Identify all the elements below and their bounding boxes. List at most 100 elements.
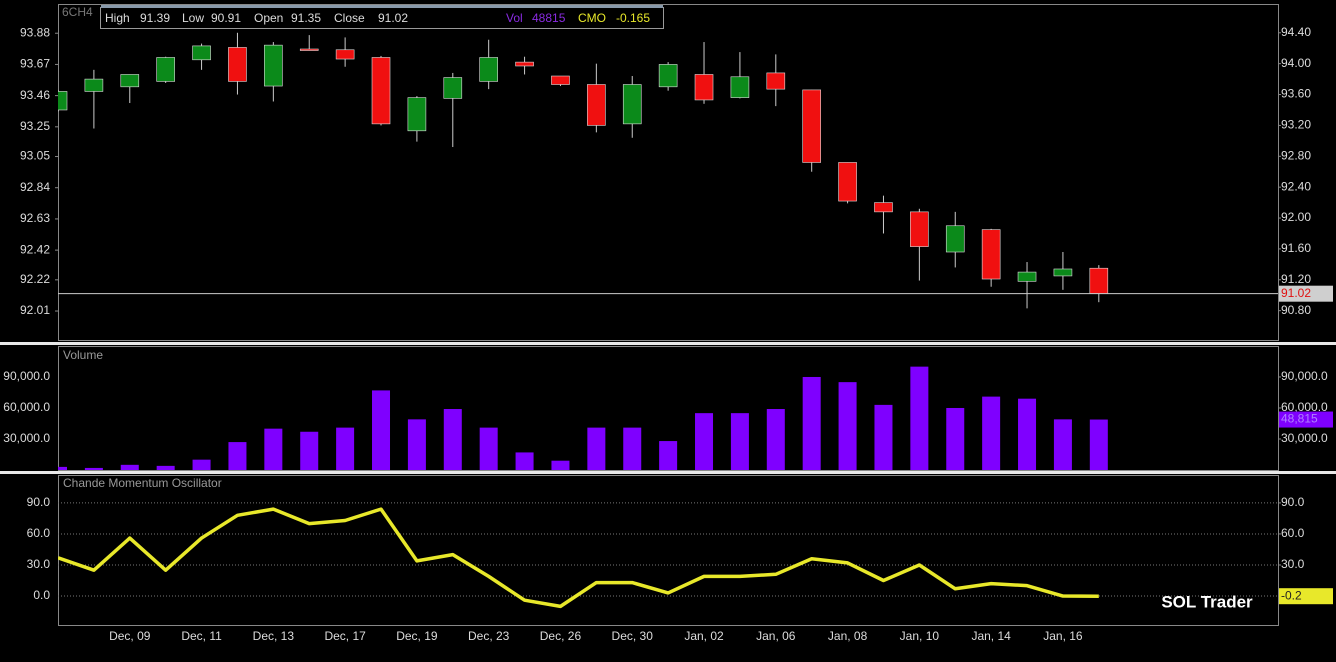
candle-body — [443, 77, 463, 99]
y2-tick-label: 92.22 — [20, 272, 50, 286]
candle-body — [84, 78, 104, 92]
candle-body — [587, 84, 606, 126]
y2-tick-label: 93.25 — [20, 119, 50, 133]
y-tick-label: 60.0 — [27, 526, 51, 540]
volume-bar — [515, 452, 534, 470]
volume-bar — [802, 376, 821, 470]
candle-body — [802, 89, 821, 163]
y-tick-label: 30,000.0 — [3, 431, 50, 445]
volume-bar — [982, 396, 1001, 470]
volume-bar — [1089, 419, 1108, 470]
separator — [0, 342, 1336, 345]
x-tick-label: Jan, 14 — [971, 629, 1011, 643]
x-tick-label: Dec, 11 — [181, 629, 222, 643]
candle-body — [766, 72, 786, 90]
candle-body — [156, 57, 175, 82]
volume-bar — [946, 407, 965, 470]
y-tick-label: 94.00 — [1281, 56, 1311, 70]
volume-bar — [120, 464, 139, 470]
header-label: Close — [334, 11, 365, 25]
volume-bar — [372, 390, 391, 470]
volume-bar — [443, 409, 462, 470]
volume-bar — [910, 366, 929, 470]
value-tag — [1279, 411, 1333, 428]
y2-tick-label: 93.05 — [20, 149, 50, 163]
header-value: -0.165 — [616, 11, 650, 25]
price-tag — [1279, 285, 1333, 302]
x-tick-label: Dec, 13 — [253, 629, 295, 643]
candle-body — [407, 97, 427, 132]
y2-tick-label: 92.63 — [20, 211, 50, 225]
symbol: 6CH4 — [62, 5, 93, 19]
price-tag-label: 91.02 — [1281, 286, 1311, 300]
volume-bar — [766, 409, 785, 470]
volume-bar — [587, 427, 606, 470]
volume-bar — [623, 427, 642, 470]
x-tick-label: Jan, 06 — [756, 629, 796, 643]
candle-body — [515, 61, 534, 67]
header-label: High — [105, 11, 130, 25]
y-tick-label: 92.80 — [1281, 148, 1311, 162]
candle-body — [838, 162, 857, 202]
y-tick-label: 30,000.0 — [1281, 431, 1328, 445]
y2-tick-label: 92.84 — [20, 180, 50, 194]
x-tick-label: Dec, 17 — [324, 629, 366, 643]
volume-bar — [695, 413, 714, 470]
x-tick-label: Dec, 19 — [396, 629, 438, 643]
panel-title: Volume — [63, 348, 103, 362]
volume-panel — [58, 346, 1279, 471]
x-tick-label: Jan, 10 — [900, 629, 940, 643]
cmo-line — [58, 507, 1099, 609]
candle-body — [192, 45, 211, 61]
y-tick-label: 91.20 — [1281, 272, 1311, 286]
header-label: CMO — [578, 11, 606, 25]
x-tick-label: Dec, 23 — [468, 629, 510, 643]
volume-plot — [58, 366, 1108, 470]
candle-body — [910, 211, 929, 247]
volume-bar — [300, 431, 319, 470]
volume-bar — [228, 442, 247, 470]
y-tick-label: 60,000.0 — [1281, 400, 1328, 414]
y-tick-label: 90,000.0 — [1281, 369, 1328, 383]
cmo-plot — [58, 502, 1278, 609]
separator — [0, 471, 1336, 474]
y-tick-label: 91.60 — [1281, 241, 1311, 255]
x-tick-label: Dec, 26 — [540, 629, 582, 643]
volume-bar — [264, 428, 283, 470]
price-panel — [58, 4, 1279, 341]
candle-body — [120, 74, 140, 88]
header-label: Vol — [506, 11, 523, 25]
candle-body — [228, 47, 247, 82]
candle-body — [874, 202, 893, 213]
y-tick-label: 90.0 — [27, 495, 51, 509]
volume-bar — [838, 382, 857, 470]
value-tag-label: 48,815 — [1281, 412, 1318, 426]
y-tick-label: 60.0 — [1281, 526, 1305, 540]
value-tag — [1279, 588, 1333, 605]
candle-body — [730, 76, 750, 98]
volume-bar — [336, 427, 355, 470]
candle-body — [264, 44, 283, 87]
cmo-panel — [58, 475, 1279, 626]
volume-bar — [84, 467, 103, 470]
y-tick-label: 93.60 — [1281, 87, 1311, 101]
volume-bar — [1018, 398, 1037, 470]
x-tick-label: Jan, 16 — [1043, 629, 1083, 643]
y-tick-label: 90,000.0 — [3, 369, 50, 383]
panel-title: Chande Momentum Oscillator — [63, 476, 222, 490]
volume-bar — [479, 427, 498, 470]
header-value: 91.39 — [140, 11, 170, 25]
volume-bar — [58, 466, 67, 470]
candle-body — [945, 225, 965, 253]
value-tag-label: -0.2 — [1281, 588, 1302, 602]
y-tick-label: 30.0 — [27, 557, 51, 571]
x-tick-label: Jan, 02 — [684, 629, 724, 643]
y2-tick-label: 92.01 — [20, 303, 50, 317]
x-tick-label: Dec, 30 — [612, 629, 654, 643]
candle-body — [981, 229, 1001, 280]
price-plot — [58, 32, 1278, 309]
volume-bar — [407, 419, 426, 470]
candle-body — [1017, 271, 1037, 282]
y-tick-label: 30.0 — [1281, 557, 1305, 571]
